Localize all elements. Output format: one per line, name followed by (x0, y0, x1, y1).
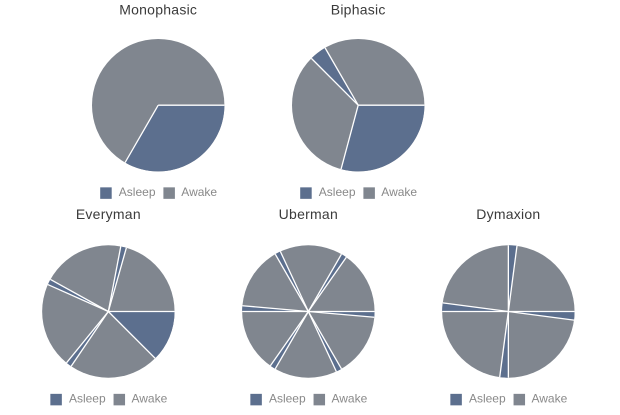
svg-text:Awake: Awake (531, 392, 567, 406)
svg-text:Asleep: Asleep (319, 185, 356, 199)
svg-text:Awake: Awake (131, 392, 167, 406)
svg-text:Uberman: Uberman (279, 206, 338, 222)
svg-text:Biphasic: Biphasic (331, 2, 386, 18)
svg-text:Dymaxion: Dymaxion (476, 206, 540, 222)
svg-text:Awake: Awake (381, 185, 417, 199)
svg-text:Asleep: Asleep (469, 392, 506, 406)
svg-text:Monophasic: Monophasic (119, 2, 197, 18)
svg-text:Asleep: Asleep (269, 392, 306, 406)
svg-text:Asleep: Asleep (69, 392, 106, 406)
svg-text:Asleep: Asleep (119, 185, 156, 199)
svg-text:Awake: Awake (331, 392, 367, 406)
svg-text:Everyman: Everyman (76, 206, 141, 222)
svg-text:Awake: Awake (181, 185, 217, 199)
